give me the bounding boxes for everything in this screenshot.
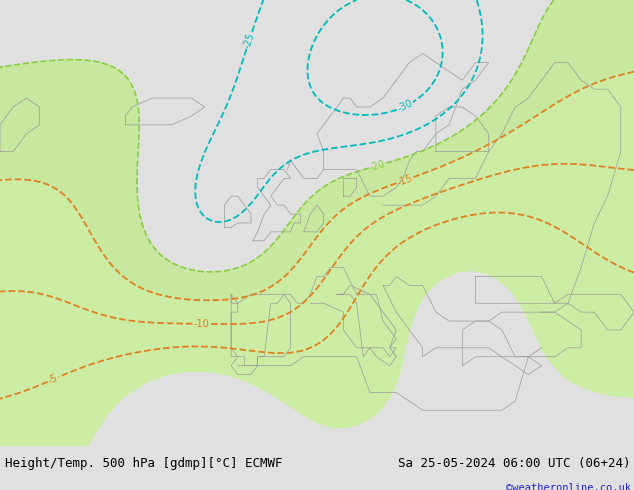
Text: -10: -10 (193, 318, 209, 329)
Text: Height/Temp. 500 hPa [gdmp][°C] ECMWF: Height/Temp. 500 hPa [gdmp][°C] ECMWF (5, 457, 283, 470)
Text: -15: -15 (396, 173, 414, 188)
Text: -25: -25 (242, 31, 257, 49)
Text: ©weatheronline.co.uk: ©weatheronline.co.uk (506, 483, 631, 490)
Text: -5: -5 (46, 373, 60, 386)
Text: Sa 25-05-2024 06:00 UTC (06+24): Sa 25-05-2024 06:00 UTC (06+24) (398, 457, 631, 470)
Text: -20: -20 (368, 159, 387, 172)
Text: -30: -30 (396, 98, 414, 114)
